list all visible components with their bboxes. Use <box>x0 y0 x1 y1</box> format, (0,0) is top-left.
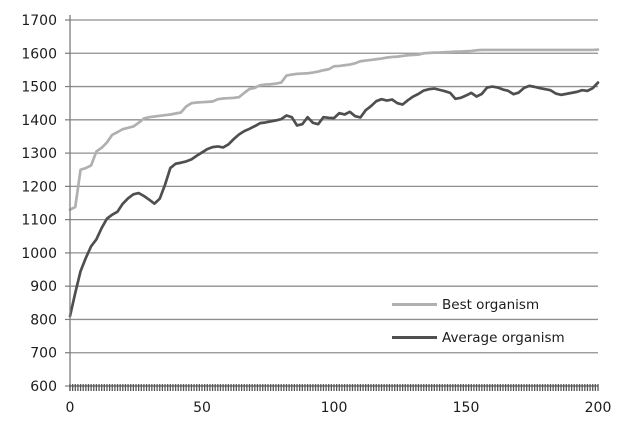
y-tick-label-800: 800 <box>30 312 57 328</box>
y-tick-label-1700: 1700 <box>21 13 57 29</box>
y-tick-label-600: 600 <box>30 379 57 395</box>
y-tick-label-700: 700 <box>30 346 57 362</box>
series-line-average <box>68 81 600 318</box>
legend-line-swatch-best <box>392 303 437 306</box>
x-tick-label-150: 150 <box>453 400 480 416</box>
x-tick-label-200: 200 <box>585 400 612 416</box>
y-tick-label-1600: 1600 <box>21 46 57 62</box>
y-tick-label-1200: 1200 <box>21 179 57 195</box>
y-tick-label-1300: 1300 <box>21 146 57 162</box>
series-line-best <box>68 48 600 212</box>
y-tick-label-1100: 1100 <box>21 213 57 229</box>
legend-entry-best: Best organism <box>392 288 565 321</box>
y-tick-label-1500: 1500 <box>21 80 57 96</box>
y-tick-label-900: 900 <box>30 279 57 295</box>
legend-entry-average: Average organism <box>392 321 565 354</box>
x-tick-label-50: 50 <box>193 400 211 416</box>
legend-label-average: Average organism <box>442 329 565 346</box>
legend-label-best: Best organism <box>442 296 540 313</box>
legend: Best organism Average organism <box>392 288 565 354</box>
legend-line-swatch-average <box>392 336 437 339</box>
y-tick-label-1000: 1000 <box>21 246 57 262</box>
x-tick-label-100: 100 <box>321 400 348 416</box>
x-tick-label-0: 0 <box>66 400 75 416</box>
y-tick-label-1400: 1400 <box>21 113 57 129</box>
